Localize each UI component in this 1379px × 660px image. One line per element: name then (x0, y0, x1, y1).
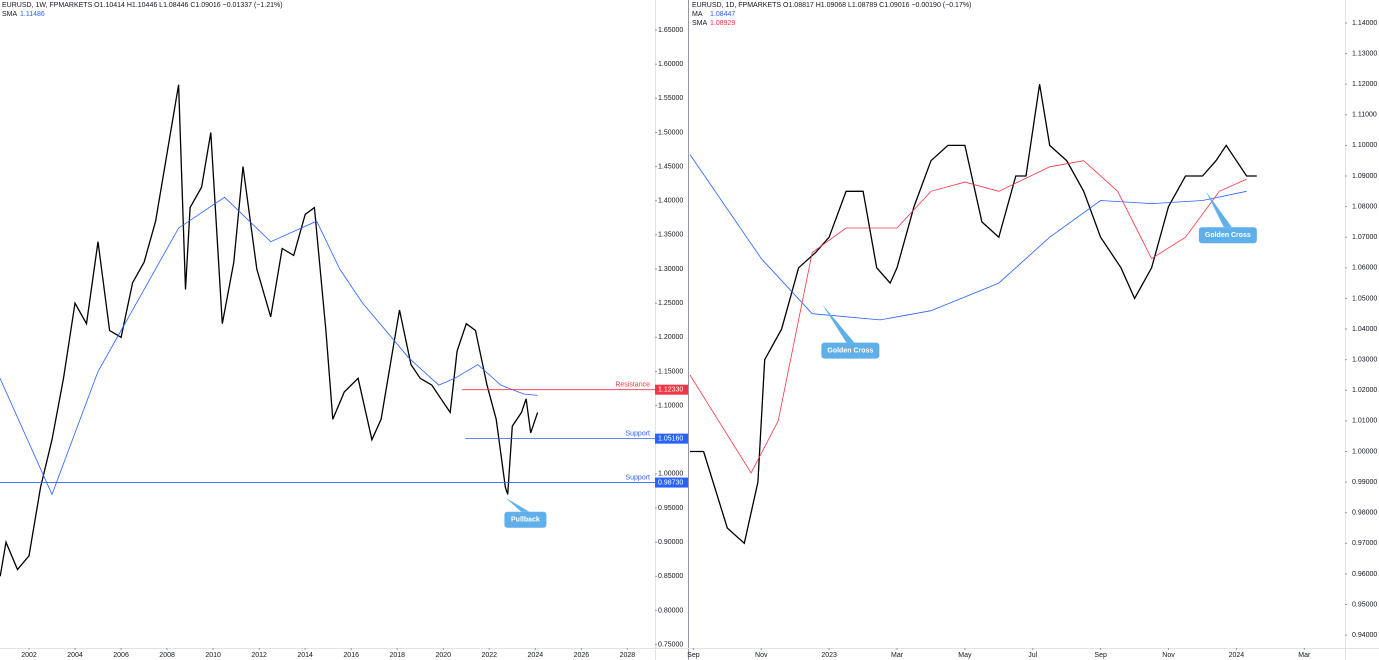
callout-text: Golden Cross (1205, 232, 1251, 239)
y-tick-label: 1.15000 (658, 368, 683, 375)
y-tick-label: 0.85000 (658, 573, 683, 580)
price-label: 0.98730 (658, 479, 683, 486)
y-tick-label: 0.80000 (658, 607, 683, 614)
y-tick-label: 0.99000 (1352, 479, 1377, 486)
y-tick-label: 1.14000 (1352, 20, 1377, 27)
y-tick-label: 1.30000 (658, 266, 683, 273)
y-tick-label: 1.45000 (658, 163, 683, 170)
y-tick-label: 1.55000 (658, 95, 683, 102)
y-tick-label: 1.10000 (1352, 142, 1377, 149)
y-tick-label: 0.98000 (1352, 510, 1377, 517)
x-tick-label: 2014 (297, 652, 313, 659)
chart-header: EURUSD, 1W, FPMARKETS O1.10414 H1.10446 … (2, 2, 283, 9)
y-tick-label: 1.35000 (658, 232, 683, 239)
legend-name: MA (692, 11, 703, 18)
y-tick-label: 0.97000 (1352, 540, 1377, 547)
callout-pointer (1205, 191, 1232, 228)
callout-box (1198, 227, 1257, 244)
y-tick-label: 0.90000 (658, 539, 683, 546)
y-tick-label: 1.10000 (658, 402, 683, 409)
y-tick-label: 1.65000 (658, 27, 683, 34)
x-tick-label: 2020 (435, 652, 451, 659)
moving-average (689, 160, 1247, 474)
price-label-box (655, 433, 688, 444)
y-tick-label: 1.60000 (658, 61, 683, 68)
x-tick-label: 2024 (528, 652, 544, 659)
x-tick-label: 2010 (205, 652, 221, 659)
level-name: Support (625, 430, 650, 437)
x-tick-label: Sep (687, 652, 700, 659)
x-tick-label: 2026 (574, 652, 590, 659)
y-tick-label: 1.11000 (1352, 112, 1377, 119)
y-tick-label: 1.09000 (1352, 173, 1377, 180)
price-line (0, 84, 539, 577)
y-tick-label: 1.08000 (1352, 203, 1377, 210)
callout-pointer (505, 497, 530, 512)
moving-average (0, 196, 538, 496)
x-tick-label: Mar (1298, 652, 1311, 659)
x-tick-label: 2002 (21, 652, 37, 659)
x-tick-label: May (958, 652, 972, 659)
legend-name: SMA (692, 20, 708, 27)
x-tick-label: Nov (755, 652, 768, 659)
y-tick-label: 1.05000 (1352, 295, 1377, 302)
callout-box (504, 511, 547, 528)
price-label: 1.12330 (658, 387, 683, 394)
x-tick-label: 2023 (821, 652, 837, 659)
x-tick-label: 2024 (1229, 652, 1245, 659)
y-tick-label: 0.95000 (658, 505, 683, 512)
callout-text: Pullback (511, 517, 540, 524)
x-tick-label: 2028 (620, 652, 636, 659)
legend-name: SMA (2, 11, 18, 18)
x-tick-label: 2022 (482, 652, 498, 659)
price-label-box (655, 384, 688, 395)
level-name: Support (625, 474, 650, 481)
y-tick-label: 0.75000 (658, 641, 683, 648)
y-tick-label: 1.06000 (1352, 265, 1377, 272)
callout-pointer (822, 304, 855, 343)
x-tick-label: Nov (1162, 652, 1175, 659)
x-tick-label: Jul (1028, 652, 1037, 659)
legend-value: 1.08447 (710, 11, 735, 18)
legend-value: 1.08929 (710, 20, 735, 27)
y-tick-label: 1.13000 (1352, 50, 1377, 57)
chart-header: EURUSD, 1D, FPMARKETS O1.08817 H1.09068 … (692, 2, 971, 9)
y-tick-label: 1.00000 (1352, 448, 1377, 455)
x-tick-label: 2006 (113, 652, 129, 659)
y-tick-label: 1.12000 (1352, 81, 1377, 88)
x-tick-label: 2008 (159, 652, 175, 659)
y-tick-label: 1.40000 (658, 198, 683, 205)
y-tick-label: 1.00000 (658, 471, 683, 478)
callout-text: Golden Cross (827, 347, 873, 354)
y-tick-label: 1.04000 (1352, 326, 1377, 333)
y-tick-label: 1.07000 (1352, 234, 1377, 241)
y-tick-label: 0.96000 (1352, 571, 1377, 578)
y-tick-label: 1.20000 (658, 334, 683, 341)
callout-box (821, 342, 880, 359)
y-tick-label: 1.02000 (1352, 387, 1377, 394)
price-label: 1.05160 (658, 435, 683, 442)
y-tick-label: 0.95000 (1352, 601, 1377, 608)
y-tick-label: 0.94000 (1352, 632, 1377, 639)
x-tick-label: 2004 (67, 652, 83, 659)
x-tick-label: Mar (891, 652, 904, 659)
x-tick-label: 2018 (389, 652, 405, 659)
y-tick-label: 1.01000 (1352, 418, 1377, 425)
x-tick-label: 2016 (343, 652, 359, 659)
y-tick-label: 1.03000 (1352, 357, 1377, 364)
y-tick-label: 1.50000 (658, 129, 683, 136)
moving-average (689, 154, 1247, 321)
x-tick-label: 2012 (251, 652, 267, 659)
y-tick-label: 1.25000 (658, 300, 683, 307)
legend-value: 1.11486 (20, 11, 45, 18)
level-name: Resistance (615, 382, 650, 389)
price-line (690, 84, 1257, 545)
x-tick-label: Sep (1094, 652, 1107, 659)
price-label-box (655, 477, 688, 488)
